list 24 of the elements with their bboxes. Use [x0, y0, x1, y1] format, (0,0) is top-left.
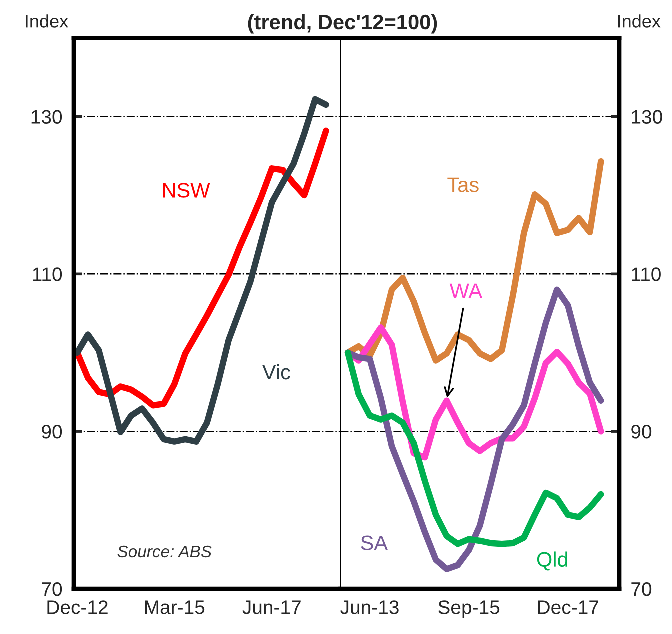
x-tick-label: Jun-17: [242, 600, 301, 614]
x-tick-label: Mar-15: [145, 600, 205, 614]
text: WA: [450, 284, 483, 298]
y-tick-label: 110: [632, 268, 661, 282]
y-axis-title: Index: [618, 14, 661, 28]
series-label: Vic: [262, 364, 290, 380]
text: NSW: [163, 183, 210, 198]
y-tick-label: 70: [632, 582, 652, 596]
chart-title: (trend, Dec'12=100): [248, 14, 438, 34]
series-label: SA: [361, 536, 388, 551]
x-tick-label: Jun-13: [340, 600, 399, 614]
y-tick-label: 130: [32, 110, 62, 124]
text: Tas: [448, 178, 479, 192]
y-axis-title: Index: [26, 14, 68, 28]
x-tick-label: Sep-15: [438, 600, 500, 618]
annotation: Source: ABS: [118, 546, 212, 558]
y-tick-label: 90: [42, 425, 62, 439]
series-label: Qld: [537, 552, 568, 571]
x-tick-label: Dec-12: [48, 600, 108, 614]
y-tick-label: 130: [632, 110, 662, 124]
y-tick-label: 110: [33, 268, 62, 282]
x-tick-label: Dec-17: [538, 600, 598, 614]
y-tick-label: 70: [42, 582, 62, 596]
y-tick-label: 90: [632, 425, 652, 439]
